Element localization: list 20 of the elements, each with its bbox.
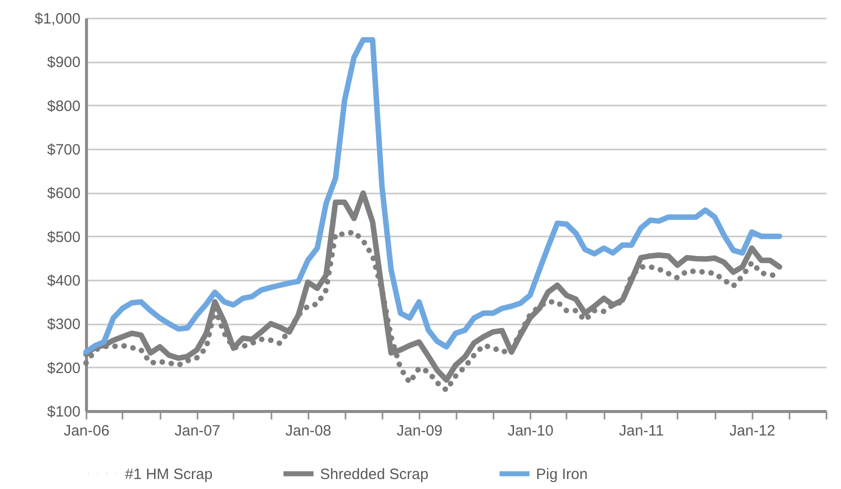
y-tick-label: $700 — [47, 142, 80, 158]
x-tick-label: Jan-08 — [285, 422, 332, 440]
y-tick-label: $900 — [47, 54, 80, 72]
y-tick-label: $500 — [47, 228, 80, 246]
y-tick-label: $1,000 — [34, 10, 80, 28]
y-tick-label: $100 — [47, 404, 80, 420]
y-tick-label: $800 — [47, 98, 80, 115]
x-tick-label: Jan-12 — [729, 422, 776, 440]
x-tick-label: Jan-06 — [64, 422, 110, 440]
y-tick-label: $400 — [47, 272, 80, 290]
legend-label: Pig Iron — [536, 466, 588, 483]
x-tick-label: Jan-11 — [619, 422, 664, 440]
legend-label: Shredded Scrap — [320, 466, 428, 483]
x-tick-label: Jan-07 — [174, 422, 220, 440]
y-tick-label: $600 — [47, 185, 80, 202]
y-tick-label: $200 — [47, 360, 80, 377]
x-tick-label: Jan-09 — [396, 422, 443, 440]
x-tick-label: Jan-10 — [508, 422, 554, 440]
legend-label: #1 HM Scrap — [125, 466, 213, 483]
y-tick-label: $300 — [47, 316, 80, 334]
